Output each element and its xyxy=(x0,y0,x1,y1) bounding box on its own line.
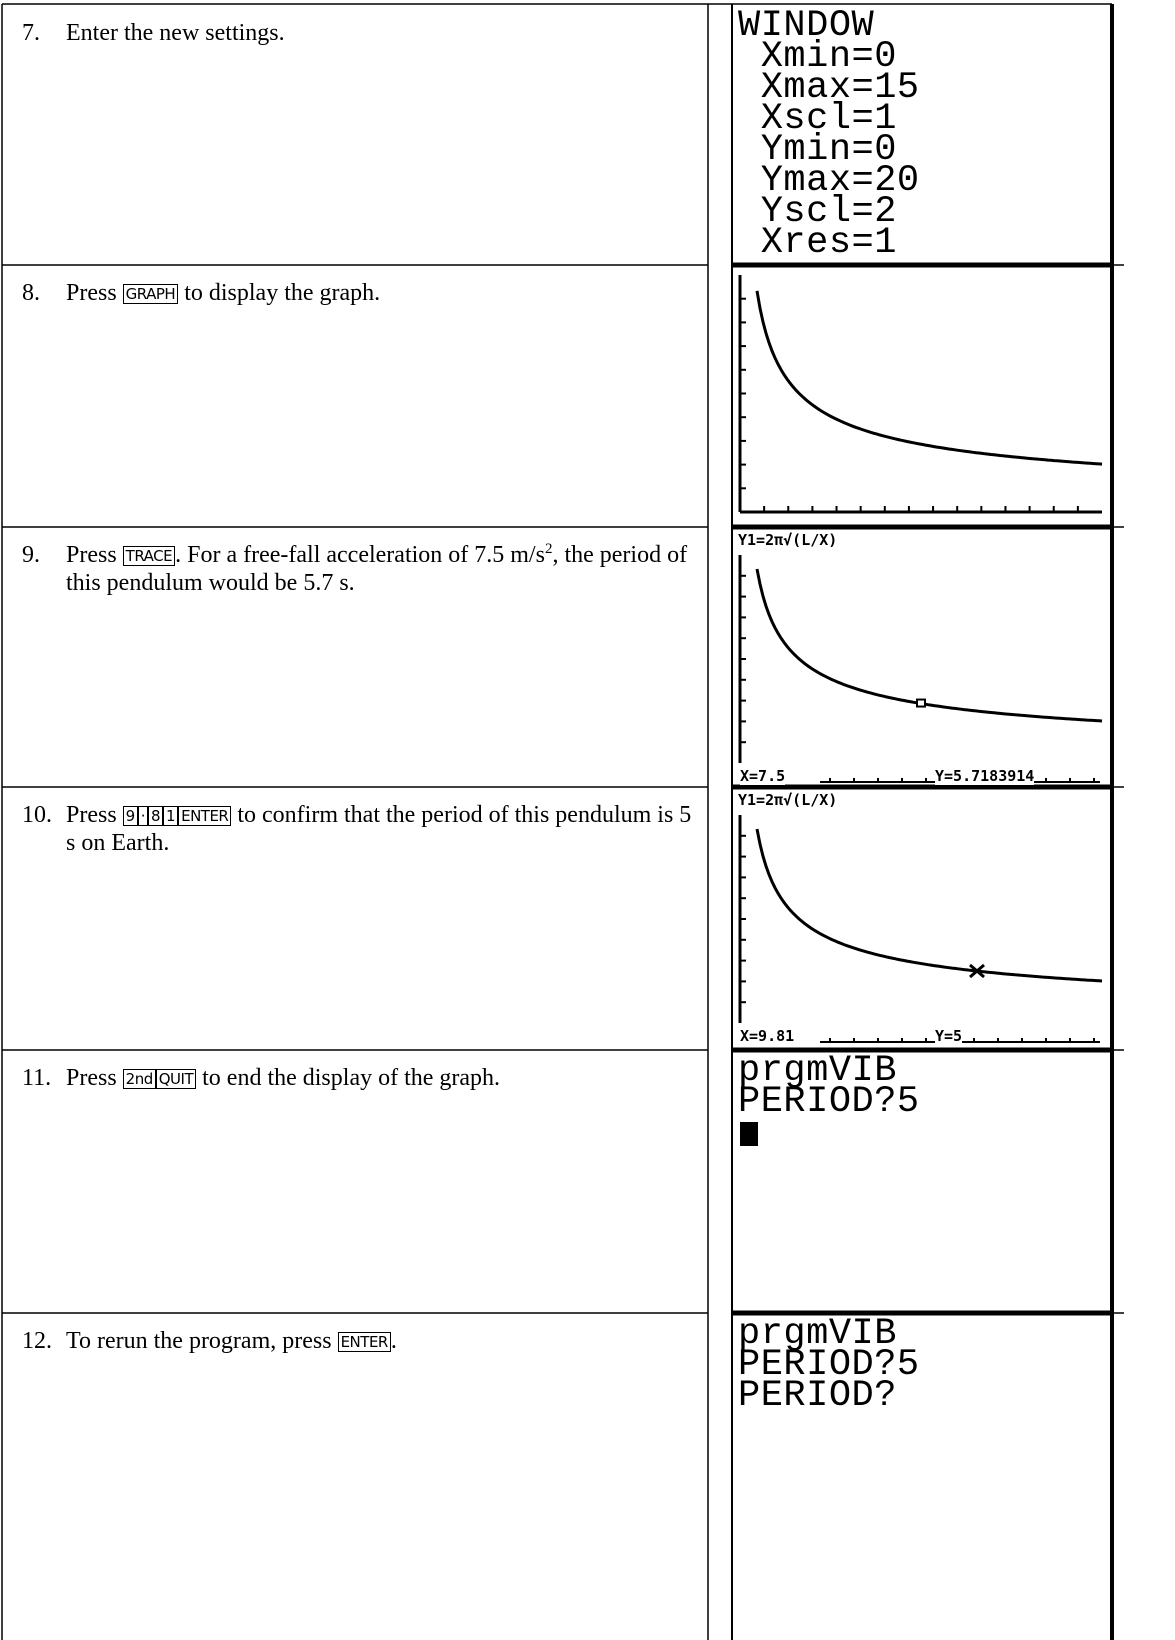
text: Press xyxy=(66,802,123,828)
key: 1 xyxy=(163,806,178,826)
step-text: Press TRACE. For a free-fall acceleratio… xyxy=(66,541,698,597)
trace-cursor xyxy=(917,700,925,707)
key: 2nd xyxy=(123,1069,156,1089)
step-number: 7. xyxy=(22,19,40,47)
step-text: Press GRAPH to display the graph. xyxy=(66,279,698,307)
text: . xyxy=(391,1328,397,1354)
curve xyxy=(757,291,1102,464)
text: Press xyxy=(66,1065,123,1091)
screen-line: PERIOD? xyxy=(738,1381,897,1412)
x-readout: X=9.81 xyxy=(740,1027,794,1045)
key: · xyxy=(138,806,148,826)
step-number: 12. xyxy=(22,1327,52,1355)
screen-line: PERIOD?5 xyxy=(738,1087,920,1118)
curve xyxy=(757,569,1102,721)
step: 12. To rerun the program, press ENTER. xyxy=(22,1327,698,1355)
text: . For a free-fall acceleration of 7.5 m/… xyxy=(175,542,545,568)
text: Press xyxy=(66,280,123,306)
y-readout: Y=5 xyxy=(935,1027,962,1045)
step-text: To rerun the program, press ENTER. xyxy=(66,1327,698,1355)
text: Enter the new settings. xyxy=(66,20,285,46)
key: QUIT xyxy=(156,1069,196,1089)
curve xyxy=(757,829,1102,981)
text: Press xyxy=(66,542,123,568)
step: 8. Press GRAPH to display the graph. xyxy=(22,279,698,307)
key: 8 xyxy=(148,806,163,826)
step-number: 8. xyxy=(22,279,40,307)
text: to display the graph. xyxy=(178,280,380,306)
page: (() => { const data = JSON.parse(documen… xyxy=(0,0,1175,1640)
step-number: 11. xyxy=(22,1064,51,1092)
step-text: Enter the new settings. xyxy=(66,19,698,47)
text: To rerun the program, press xyxy=(66,1328,338,1354)
step-number: 10. xyxy=(22,801,52,829)
key: TRACE xyxy=(123,546,175,566)
key: 9 xyxy=(123,806,138,826)
screen-header: Y1=2π√(L/X) xyxy=(738,791,837,809)
key: GRAPH xyxy=(123,284,179,304)
screen-line: Xres=1 xyxy=(738,228,897,259)
key: ENTER xyxy=(338,1332,391,1352)
screen-header: Y1=2π√(L/X) xyxy=(738,531,837,549)
step: 9. Press TRACE. For a free-fall accelerat… xyxy=(22,541,698,597)
y-readout: Y=5.7183914 xyxy=(935,767,1034,785)
text: to end the display of the graph. xyxy=(196,1065,500,1091)
key: ENTER xyxy=(178,806,231,826)
step-number: 9. xyxy=(22,541,40,569)
x-readout: X=7.5 xyxy=(740,767,785,785)
step: 7. Enter the new settings. xyxy=(22,19,698,47)
cursor xyxy=(740,1122,758,1146)
